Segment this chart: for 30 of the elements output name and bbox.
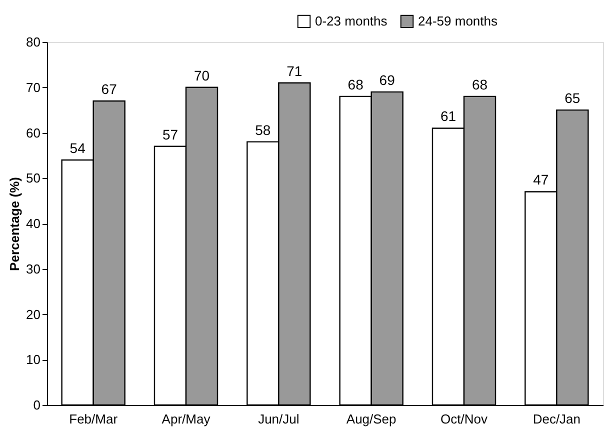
legend-label: 24-59 months [418,13,498,28]
data-label: 57 [162,126,178,142]
data-label: 47 [533,172,549,188]
y-tick-label: 30 [26,261,40,276]
data-label: 71 [286,62,302,79]
x-tick-label: Apr/May [162,412,211,426]
y-tick-label: 0 [33,398,40,412]
legend-label: 0-23 months [315,13,388,28]
x-tick-label: Feb/Mar [69,412,118,426]
x-tick-label: Dec/Jan [532,412,581,426]
y-tick-label: 80 [26,34,40,50]
data-label: 68 [348,76,364,92]
y-axis-title: Percentage (%) [7,177,22,271]
data-label: 61 [440,108,456,124]
y-tick-label: 10 [26,352,40,368]
y-tick-label: 20 [26,306,40,322]
data-label: 58 [255,122,271,138]
y-tick-label: 70 [26,80,40,95]
data-label: 67 [101,80,118,97]
data-label: 65 [564,90,580,106]
y-tick-label: 40 [26,216,40,231]
x-tick-label: Oct/Nov [440,412,488,426]
data-label: 68 [472,76,488,92]
y-tick-label: 60 [26,125,40,140]
data-label: 70 [194,67,210,84]
data-label: 54 [70,140,86,156]
x-tick-label: Aug/Sep [346,412,396,426]
data-label: 69 [379,72,396,88]
y-tick-label: 50 [26,170,40,186]
x-tick-label: Jun/Jul [258,412,300,426]
